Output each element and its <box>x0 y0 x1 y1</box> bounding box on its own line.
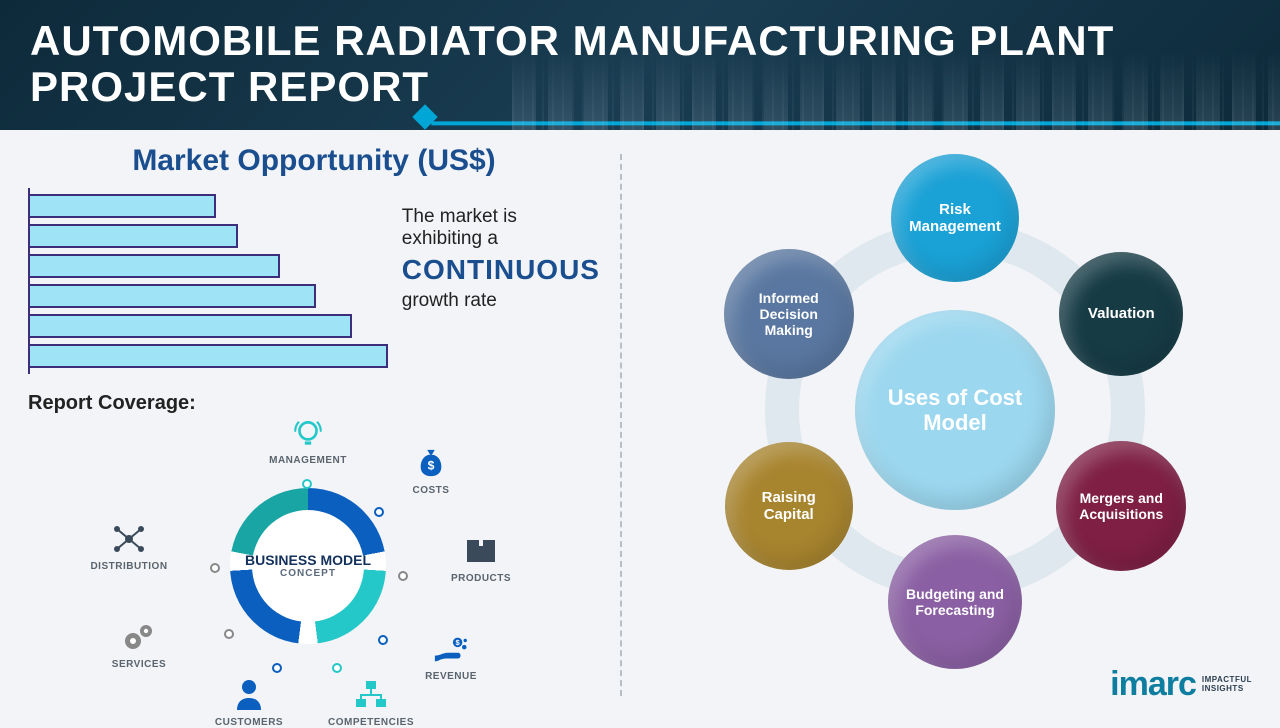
bm-node-label: MANAGEMENT <box>253 455 363 466</box>
uses-bubble: Informed Decision Making <box>724 249 854 379</box>
bm-node-revenue: $ REVENUE <box>396 631 506 682</box>
svg-text:$: $ <box>428 459 435 473</box>
bm-node-services: SERVICES <box>84 619 194 670</box>
brand-logo: imarc IMPACTFUL INSIGHTS <box>1110 665 1252 704</box>
bm-node-customers: CUSTOMERS <box>194 677 304 728</box>
bm-node-label: COMPETENCIES <box>316 717 426 728</box>
header: AUTOMOBILE RADIATOR MANUFACTURING PLANT … <box>0 0 1280 130</box>
title-line-2: PROJECT REPORT <box>30 63 429 110</box>
market-bar <box>30 314 352 338</box>
uses-bubble: Mergers and Acquisitions <box>1056 441 1186 571</box>
right-panel: Uses of Cost Model Risk Management Valuati… <box>620 130 1280 720</box>
uses-bubble: Valuation <box>1059 252 1183 376</box>
brand-tag: IMPACTFUL INSIGHTS <box>1202 676 1252 694</box>
business-model-diagram: BUSINESS MODEL CONCEPT MANAGEMENT $ COSTS… <box>98 421 518 711</box>
bm-dot <box>302 479 312 489</box>
market-bar <box>30 284 316 308</box>
coverage-title: Report Coverage: <box>28 392 600 415</box>
hand-icon: $ <box>433 631 469 667</box>
bm-dot <box>398 571 408 581</box>
brand-tag-1: IMPACTFUL <box>1202 675 1252 684</box>
bm-dot <box>224 629 234 639</box>
title-line-1: AUTOMOBILE RADIATOR MANUFACTURING PLANT <box>30 17 1114 64</box>
box-icon <box>463 533 499 569</box>
bm-dot <box>272 663 282 673</box>
market-bar <box>30 194 216 218</box>
bm-dot <box>378 635 388 645</box>
market-bars <box>28 188 388 374</box>
page-title: AUTOMOBILE RADIATOR MANUFACTURING PLANT … <box>30 18 1250 110</box>
content: Market Opportunity (US$) The market is e… <box>0 130 1280 720</box>
network-icon <box>111 521 147 557</box>
market-big: CONTINUOUS <box>402 254 600 286</box>
market-line3: growth rate <box>402 290 600 312</box>
business-model-center: BUSINESS MODEL CONCEPT <box>230 488 386 644</box>
market-bar <box>30 344 388 368</box>
uses-bubble: Risk Management <box>891 154 1019 282</box>
market-line1: The market is exhibiting a <box>402 206 600 250</box>
bm-node-label: COSTS <box>376 485 486 496</box>
uses-bubble: Budgeting and Forecasting <box>888 535 1022 669</box>
person-icon <box>231 677 267 713</box>
bm-node-label: DISTRIBUTION <box>74 561 184 572</box>
bm-node-management: MANAGEMENT <box>253 415 363 466</box>
bm-node-label: PRODUCTS <box>426 573 536 584</box>
brand-tag-2: INSIGHTS <box>1202 684 1244 693</box>
left-panel: Market Opportunity (US$) The market is e… <box>0 130 620 720</box>
bm-node-distribution: DISTRIBUTION <box>74 521 184 572</box>
bm-center-sub: CONCEPT <box>245 568 371 580</box>
uses-bubble: Raising Capital <box>725 442 853 570</box>
uses-center: Uses of Cost Model <box>855 310 1055 510</box>
bulb-icon <box>290 415 326 451</box>
bm-node-products: PRODUCTS <box>426 533 536 584</box>
brand-mark: imarc <box>1110 665 1196 704</box>
market-bar <box>30 254 280 278</box>
market-bar <box>30 224 238 248</box>
bm-dot <box>210 563 220 573</box>
business-model-center-label: BUSINESS MODEL CONCEPT <box>245 552 371 580</box>
bm-dot <box>332 663 342 673</box>
bm-node-label: CUSTOMERS <box>194 717 304 728</box>
org-icon <box>353 677 389 713</box>
market-title: Market Opportunity (US$) <box>28 144 600 178</box>
bm-node-label: SERVICES <box>84 659 194 670</box>
gears-icon <box>121 619 157 655</box>
bm-center-main: BUSINESS MODEL <box>245 552 371 568</box>
market-row: The market is exhibiting a CONTINUOUS gr… <box>28 188 600 374</box>
moneybag-icon: $ <box>413 445 449 481</box>
bm-node-competencies: COMPETENCIES <box>316 677 426 728</box>
bm-dot <box>374 507 384 517</box>
uses-diagram: Uses of Cost Model Risk Management Valuati… <box>675 140 1235 680</box>
market-text: The market is exhibiting a CONTINUOUS gr… <box>398 188 600 374</box>
bm-node-costs: $ COSTS <box>376 445 486 496</box>
